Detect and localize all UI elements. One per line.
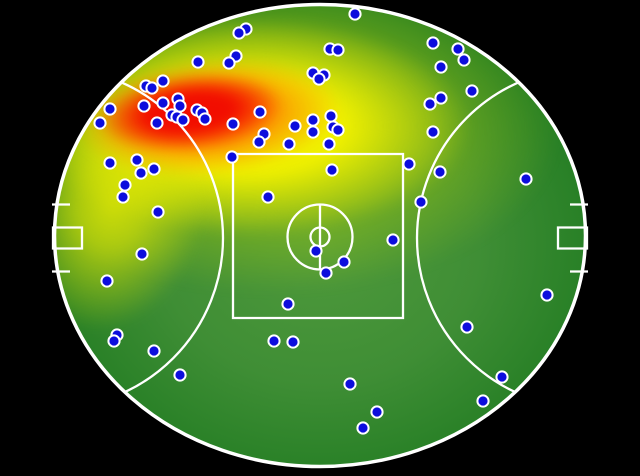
data-point xyxy=(307,114,318,125)
data-point xyxy=(307,126,318,137)
data-point xyxy=(477,395,488,406)
data-point xyxy=(94,117,105,128)
data-point xyxy=(135,167,146,178)
data-point xyxy=(427,37,438,48)
data-point xyxy=(151,117,162,128)
data-point xyxy=(424,98,435,109)
data-point xyxy=(541,289,552,300)
data-point xyxy=(466,85,477,96)
data-point xyxy=(320,267,331,278)
data-point xyxy=(427,126,438,137)
centre-square xyxy=(233,154,403,318)
data-point xyxy=(461,321,472,332)
data-point xyxy=(344,378,355,389)
data-point xyxy=(371,406,382,417)
data-point xyxy=(146,82,157,93)
fifty-metre-arc-left xyxy=(0,68,223,408)
fifty-metre-arc-right xyxy=(417,68,640,408)
data-point xyxy=(349,8,360,19)
data-point xyxy=(403,158,414,169)
data-point xyxy=(262,191,273,202)
data-point xyxy=(282,298,293,309)
data-point xyxy=(254,106,265,117)
data-point xyxy=(148,163,159,174)
data-point xyxy=(138,100,149,111)
data-point xyxy=(326,164,337,175)
data-point xyxy=(357,422,368,433)
goal-square-right xyxy=(558,228,587,249)
data-point xyxy=(104,103,115,114)
fifty-metre-arcs xyxy=(0,68,640,408)
data-point xyxy=(415,196,426,207)
data-point xyxy=(233,27,244,38)
data-point xyxy=(323,138,334,149)
data-point xyxy=(268,335,279,346)
goal-square-left xyxy=(53,228,82,249)
boundary-line xyxy=(55,5,586,467)
data-point xyxy=(452,43,463,54)
data-point xyxy=(253,136,264,147)
data-point xyxy=(136,248,147,259)
data-point xyxy=(310,245,321,256)
data-point xyxy=(104,157,115,168)
data-point xyxy=(325,110,336,121)
data-point xyxy=(226,151,237,162)
data-point xyxy=(289,120,300,131)
data-point xyxy=(108,335,119,346)
data-point xyxy=(434,166,445,177)
data-point xyxy=(283,138,294,149)
data-point xyxy=(117,191,128,202)
data-point xyxy=(496,371,507,382)
data-point xyxy=(119,179,130,190)
data-point xyxy=(435,61,446,72)
data-point xyxy=(223,57,234,68)
data-point xyxy=(332,124,343,135)
data-point xyxy=(131,154,142,165)
data-point xyxy=(177,114,188,125)
data-point xyxy=(313,73,324,84)
data-point xyxy=(174,369,185,380)
data-point xyxy=(101,275,112,286)
data-point xyxy=(332,44,343,55)
data-point xyxy=(520,173,531,184)
data-point xyxy=(157,97,168,108)
data-point xyxy=(227,118,238,129)
data-points-layer xyxy=(94,8,552,433)
data-point xyxy=(435,92,446,103)
data-point xyxy=(458,54,469,65)
data-point xyxy=(157,75,168,86)
data-point xyxy=(148,345,159,356)
data-point xyxy=(338,256,349,267)
data-point xyxy=(192,56,203,67)
data-point xyxy=(199,113,210,124)
data-point xyxy=(152,206,163,217)
data-point xyxy=(387,234,398,245)
data-point xyxy=(287,336,298,347)
